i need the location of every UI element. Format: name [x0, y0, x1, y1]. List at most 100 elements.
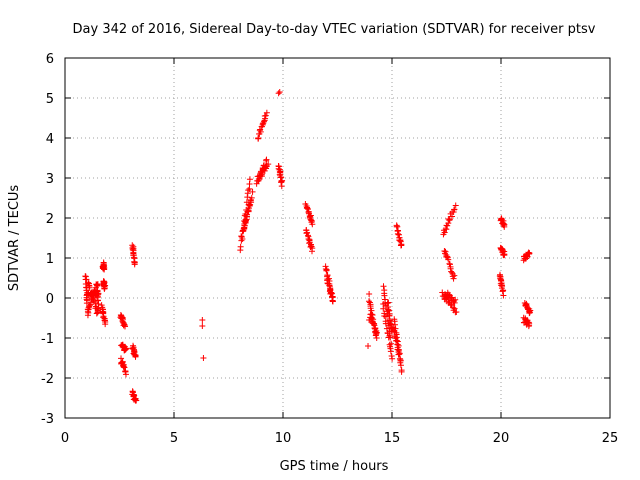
data-point — [385, 334, 392, 341]
y-tick-label: 5 — [46, 92, 54, 107]
data-points — [82, 89, 534, 404]
data-point — [373, 329, 380, 336]
data-point — [451, 272, 458, 279]
data-point — [395, 351, 402, 358]
data-point — [263, 109, 270, 116]
y-tick-label: 1 — [46, 252, 54, 267]
data-point — [102, 318, 109, 325]
data-point — [397, 357, 404, 364]
data-point — [86, 302, 93, 309]
data-point — [397, 237, 404, 244]
data-point — [451, 299, 458, 306]
data-point — [380, 305, 387, 312]
data-point — [86, 284, 93, 291]
data-point — [441, 248, 448, 255]
y-tick-label: 0 — [46, 292, 54, 307]
data-point — [380, 283, 387, 290]
data-point — [93, 310, 100, 317]
data-point — [262, 112, 269, 119]
data-point — [83, 300, 90, 307]
data-point — [365, 343, 372, 349]
data-point — [122, 371, 129, 378]
axis-ticks: 0 5 10 15 20 25 -3 -2 -1 0 1 2 3 4 5 6 — [41, 52, 618, 446]
data-point — [366, 317, 373, 323]
data-point — [499, 247, 506, 254]
data-point — [242, 216, 249, 223]
data-point — [451, 206, 458, 213]
data-point — [304, 205, 311, 212]
data-point — [441, 229, 448, 236]
data-point — [238, 234, 245, 241]
data-point — [387, 348, 394, 355]
data-point — [501, 252, 508, 259]
data-point — [199, 317, 206, 323]
data-point — [248, 194, 255, 201]
data-point — [85, 279, 92, 286]
data-point — [381, 292, 388, 299]
data-point — [237, 243, 244, 250]
data-point — [446, 260, 453, 267]
data-point — [123, 345, 130, 352]
data-point — [303, 227, 310, 234]
y-tick-label: -1 — [41, 332, 54, 347]
data-point — [389, 355, 396, 362]
data-point — [305, 233, 312, 240]
data-point — [394, 230, 401, 237]
data-point — [263, 156, 270, 163]
y-tick-label: 3 — [46, 172, 54, 187]
data-point — [246, 176, 253, 183]
data-point — [373, 335, 380, 342]
data-point — [452, 202, 459, 209]
x-tick-label: 5 — [170, 431, 178, 446]
data-point — [121, 364, 128, 371]
data-point — [102, 282, 109, 289]
data-point — [390, 324, 397, 331]
data-point — [387, 320, 394, 327]
y-tick-label: 4 — [46, 132, 54, 147]
y-tick-label: -2 — [41, 372, 54, 387]
data-point — [200, 355, 207, 361]
x-tick-label: 0 — [61, 431, 69, 446]
data-point — [500, 292, 507, 299]
data-point — [276, 89, 283, 95]
data-point — [122, 367, 129, 374]
x-tick-label: 10 — [275, 431, 292, 446]
data-point — [262, 115, 269, 122]
data-point — [395, 231, 402, 238]
data-point — [370, 320, 377, 327]
data-point — [133, 397, 140, 404]
data-point — [327, 289, 334, 296]
data-point — [304, 229, 311, 236]
data-point — [275, 90, 282, 97]
data-point — [393, 337, 400, 344]
data-point — [398, 368, 405, 375]
data-point — [199, 323, 206, 329]
data-point — [451, 305, 458, 312]
data-point — [365, 298, 372, 305]
data-point — [132, 353, 139, 360]
data-point — [444, 222, 451, 229]
data-point — [526, 308, 533, 315]
data-point — [131, 392, 138, 399]
data-point — [386, 317, 393, 324]
data-point — [501, 222, 508, 229]
data-point — [526, 322, 533, 329]
data-point — [396, 350, 403, 357]
data-point — [265, 161, 272, 168]
data-point — [246, 202, 253, 209]
data-point — [257, 128, 264, 135]
data-point — [255, 135, 262, 142]
data-point — [129, 246, 136, 253]
data-point — [120, 320, 127, 327]
data-point — [452, 296, 459, 303]
data-point — [247, 197, 254, 204]
data-point — [83, 276, 90, 283]
data-point — [131, 259, 138, 266]
data-point — [122, 346, 129, 353]
chart-title: Day 342 of 2016, Sidereal Day-to-day VTE… — [73, 22, 596, 37]
data-point — [245, 187, 252, 194]
data-point — [249, 188, 256, 195]
x-axis-label: GPS time / hours — [280, 459, 389, 474]
plot-frame — [64, 57, 611, 419]
